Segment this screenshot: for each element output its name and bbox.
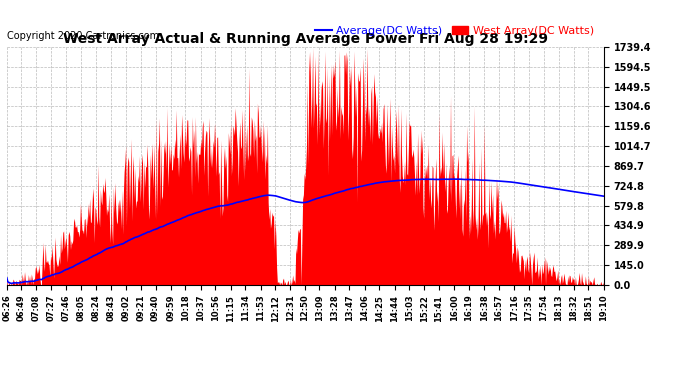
Text: Copyright 2020 Cartronics.com: Copyright 2020 Cartronics.com — [7, 32, 159, 41]
Legend: Average(DC Watts), West Array(DC Watts): Average(DC Watts), West Array(DC Watts) — [311, 21, 598, 40]
Title: West Array Actual & Running Average Power Fri Aug 28 19:29: West Array Actual & Running Average Powe… — [63, 32, 548, 46]
